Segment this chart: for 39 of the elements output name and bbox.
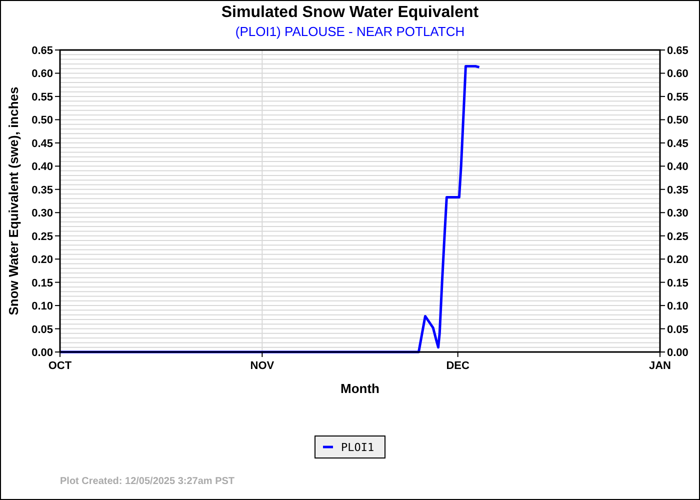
- chart-title: Simulated Snow Water Equivalent: [221, 4, 480, 21]
- y-tick-label: 0.15: [32, 277, 53, 290]
- y-tick-label: 0.30: [32, 208, 53, 220]
- legend-label: PLOI1: [341, 441, 374, 454]
- y2-tick-label: 0.30: [667, 208, 688, 220]
- chart-subtitle: (PLOI1) PALOUSE - NEAR POTLATCH: [235, 24, 465, 39]
- line-series: [58, 65, 481, 354]
- y-tick-label: 0.10: [32, 300, 53, 313]
- x-tick-label: NOV: [250, 360, 275, 372]
- y-tick-label: 0.55: [32, 91, 53, 104]
- y2-tick-label: 0.15: [667, 277, 688, 290]
- y2-tick-label: 0.40: [667, 161, 688, 174]
- y-tick-label: 0.50: [32, 114, 53, 127]
- y-tick-label: 0.25: [32, 230, 53, 243]
- y2-tick-label: 0.20: [667, 254, 688, 266]
- y-tick-label: 0.35: [32, 184, 53, 196]
- y2-tick-label: 0.45: [667, 138, 688, 150]
- y2-tick-label: 0.55: [667, 91, 688, 104]
- y-axis-title: Snow Water Equivalent (swe), inches: [6, 86, 21, 316]
- y-tick-label: 0.45: [32, 138, 53, 150]
- y2-tick-label: 0.05: [667, 324, 688, 336]
- y-tick-label: 0.40: [32, 161, 53, 174]
- y2-tick-label: 0.35: [667, 184, 688, 196]
- x-tick-label: DEC: [446, 360, 470, 372]
- y-tick-label: 0.00: [32, 347, 53, 359]
- x-axis-title: Month: [340, 381, 380, 396]
- y-tick-label: 0.60: [32, 68, 53, 80]
- y-tick-label: 0.20: [32, 254, 53, 266]
- text: Plot Created: 12/05/2025 3:27am PST: [60, 476, 235, 487]
- y2-tick-label: 0.25: [667, 230, 688, 243]
- x-tick-label: OCT: [48, 360, 72, 372]
- y2-tick-label: 0.00: [667, 347, 688, 359]
- y-tick-label: 0.65: [32, 45, 53, 57]
- y2-tick-label: 0.60: [667, 68, 688, 80]
- y-tick-label: 0.05: [32, 324, 53, 336]
- y2-tick-label: 0.10: [667, 300, 688, 313]
- y2-tick-label: 0.65: [667, 45, 688, 57]
- y2-tick-label: 0.50: [667, 114, 688, 127]
- x-tick-label: JAN: [648, 360, 672, 372]
